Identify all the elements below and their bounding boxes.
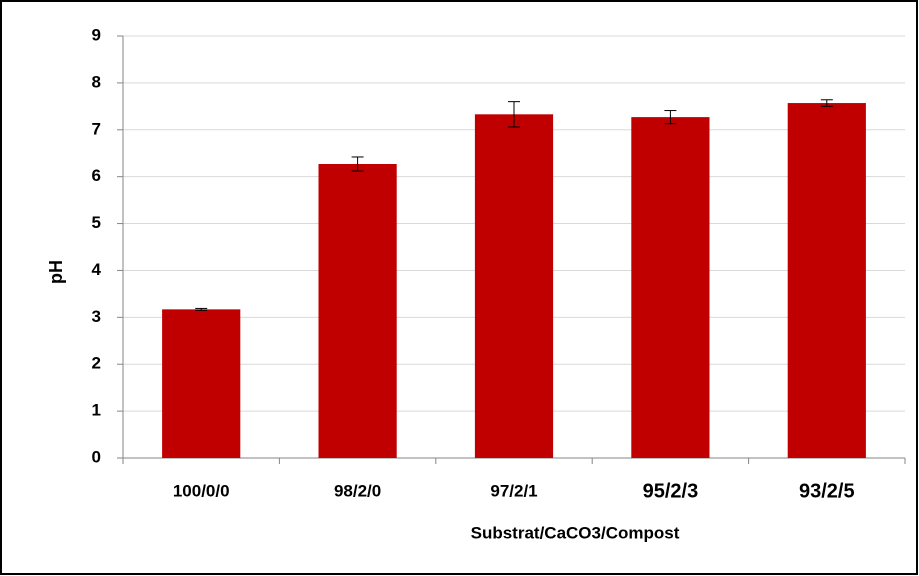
bar [474, 114, 554, 458]
y-tick-label: 8 [92, 72, 101, 91]
x-tick-label: 100/0/0 [173, 481, 230, 500]
bar [318, 164, 397, 459]
y-axis-label: pH [46, 260, 66, 284]
y-tick-label: 3 [92, 307, 101, 326]
y-tick-label: 0 [92, 447, 101, 466]
y-tick-label: 7 [92, 119, 101, 138]
y-tick-label: 1 [92, 401, 101, 420]
bar [631, 117, 710, 459]
bar [787, 103, 866, 458]
y-tick-label: 5 [92, 213, 101, 232]
x-axis-label: Substrat/CaCO3/Compost [471, 523, 680, 542]
y-tick-label: 2 [92, 354, 101, 373]
y-tick-label: 9 [92, 25, 101, 44]
x-tick-label: 97/2/1 [490, 481, 537, 500]
bar [162, 309, 241, 458]
x-tick-label: 93/2/5 [799, 480, 855, 502]
y-tick-label: 4 [92, 260, 102, 279]
x-tick-label: 98/2/0 [334, 481, 381, 500]
x-tick-label: 95/2/3 [643, 480, 699, 502]
y-tick-label: 6 [92, 166, 101, 185]
